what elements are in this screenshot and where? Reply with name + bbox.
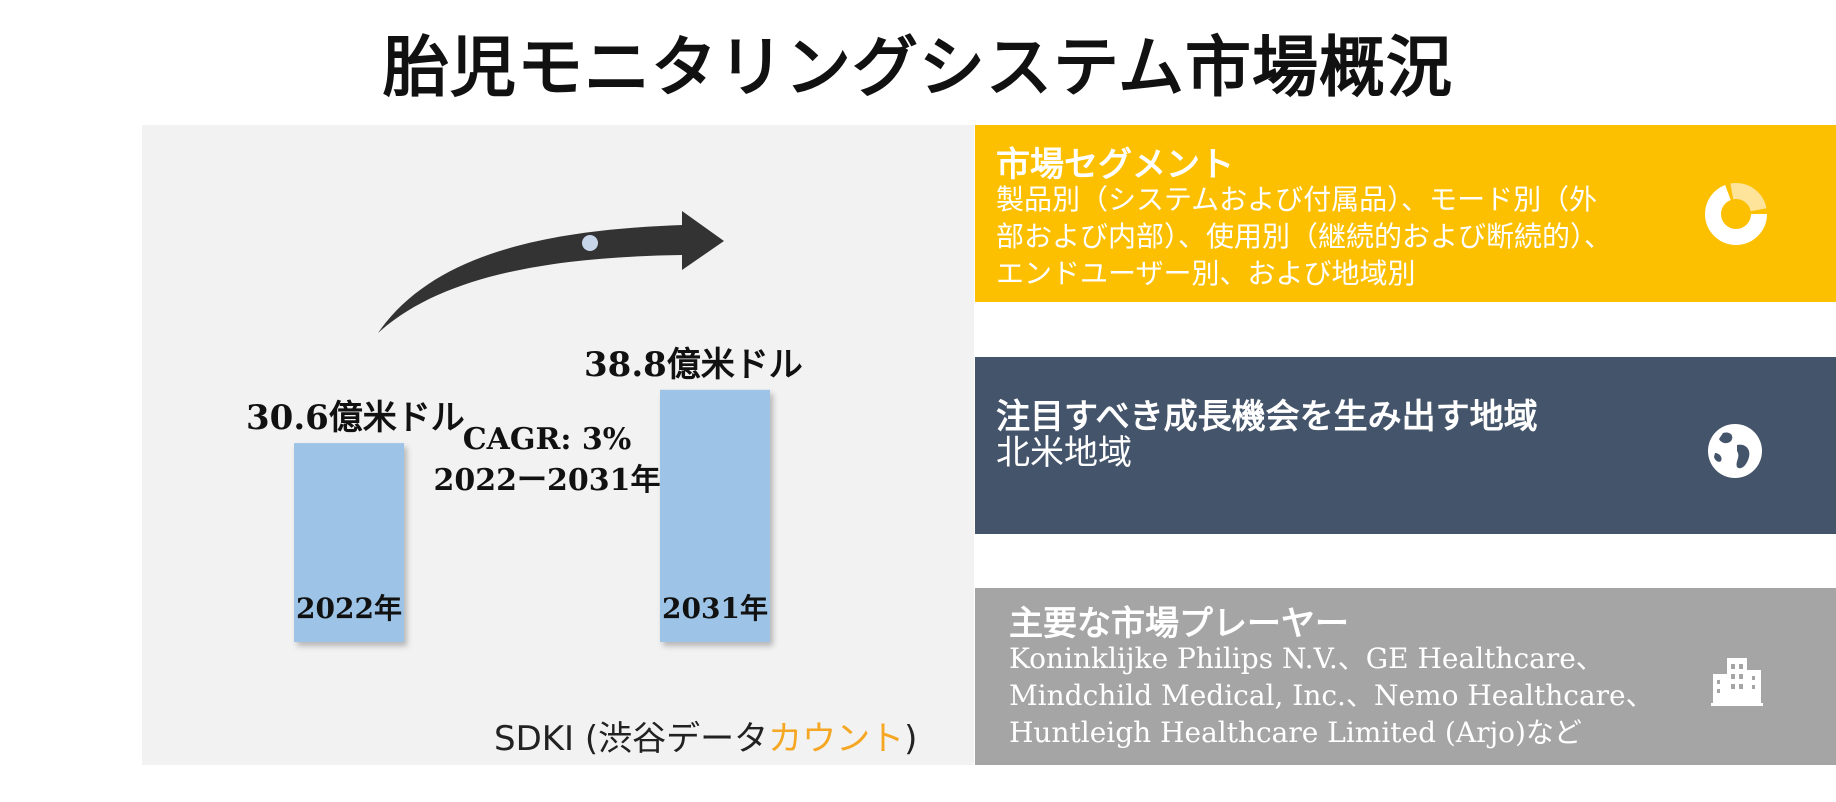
chart-panel: 2022年 30.6億米ドル 2031年 38.8億米ドル CAGR: 3% 2022…: [142, 125, 974, 765]
arrow-dot: [582, 235, 598, 251]
players-line: Huntleigh Healthcare Limited (Arjo)など: [1009, 716, 1582, 749]
page-title: 胎児モニタリングシステム市場概況: [382, 28, 1454, 106]
players-body: Koninklijke Philips N.V.、GE Healthcare、 …: [1009, 640, 1709, 751]
segments-line: 部および内部）、使用別（継続的および断続的）、: [996, 220, 1613, 253]
buildings-icon: [1711, 658, 1763, 706]
bar-1: [660, 389, 770, 642]
bar-category-label: 2031年: [662, 592, 768, 625]
players-heading: 主要な市場プレーヤー: [1009, 604, 1349, 644]
bar-value-label: 30.6億米ドル: [246, 398, 465, 438]
regions-heading: 注目すべき成長機会を生み出す地域: [996, 397, 1538, 437]
players-panel: 主要な市場プレーヤー Koninklijke Philips N.V.、GE H…: [975, 588, 1836, 765]
regions-line: 北米地域: [996, 433, 1132, 473]
bar-chart: 2022年 30.6億米ドル 2031年 38.8億米ドル CAGR: 3% 2022…: [246, 211, 803, 642]
segments-heading: 市場セグメント: [996, 145, 1234, 185]
bar-0: [294, 443, 404, 642]
source-accent: カウント: [768, 719, 905, 759]
globe-icon: [1708, 424, 1762, 478]
regions-body: 北米地域: [996, 435, 1132, 472]
bar-category-label: 2022年: [296, 592, 402, 625]
segments-panel: 市場セグメント 製品別（システムおよび付属品）、モード別（外 部および内部）、使…: [975, 125, 1836, 302]
source-prefix: SDKI (渋谷データ: [494, 719, 769, 759]
segments-body: 製品別（システムおよび付属品）、モード別（外 部および内部）、使用別（継続的およ…: [996, 181, 1696, 292]
source-credit: SDKI (渋谷データカウント): [494, 711, 917, 760]
bar-value-label: 38.8億米ドル: [584, 345, 803, 385]
donut-chart-icon: [1705, 183, 1767, 245]
players-line: Mindchild Medical, Inc.、Nemo Healthcare、: [1009, 679, 1654, 712]
source-suffix: ): [904, 719, 918, 759]
growth-arrow: [378, 211, 724, 333]
cagr-label: CAGR: 3%: [463, 422, 632, 457]
players-line: Koninklijke Philips N.V.、GE Healthcare、: [1009, 642, 1604, 675]
regions-panel: 注目すべき成長機会を生み出す地域 北米地域: [975, 357, 1836, 534]
segments-line: エンドユーザー別、および地域別: [996, 257, 1416, 290]
segments-line: 製品別（システムおよび付属品）、モード別（外: [996, 183, 1598, 216]
cagr-period: 2022ー2031年: [434, 463, 661, 498]
